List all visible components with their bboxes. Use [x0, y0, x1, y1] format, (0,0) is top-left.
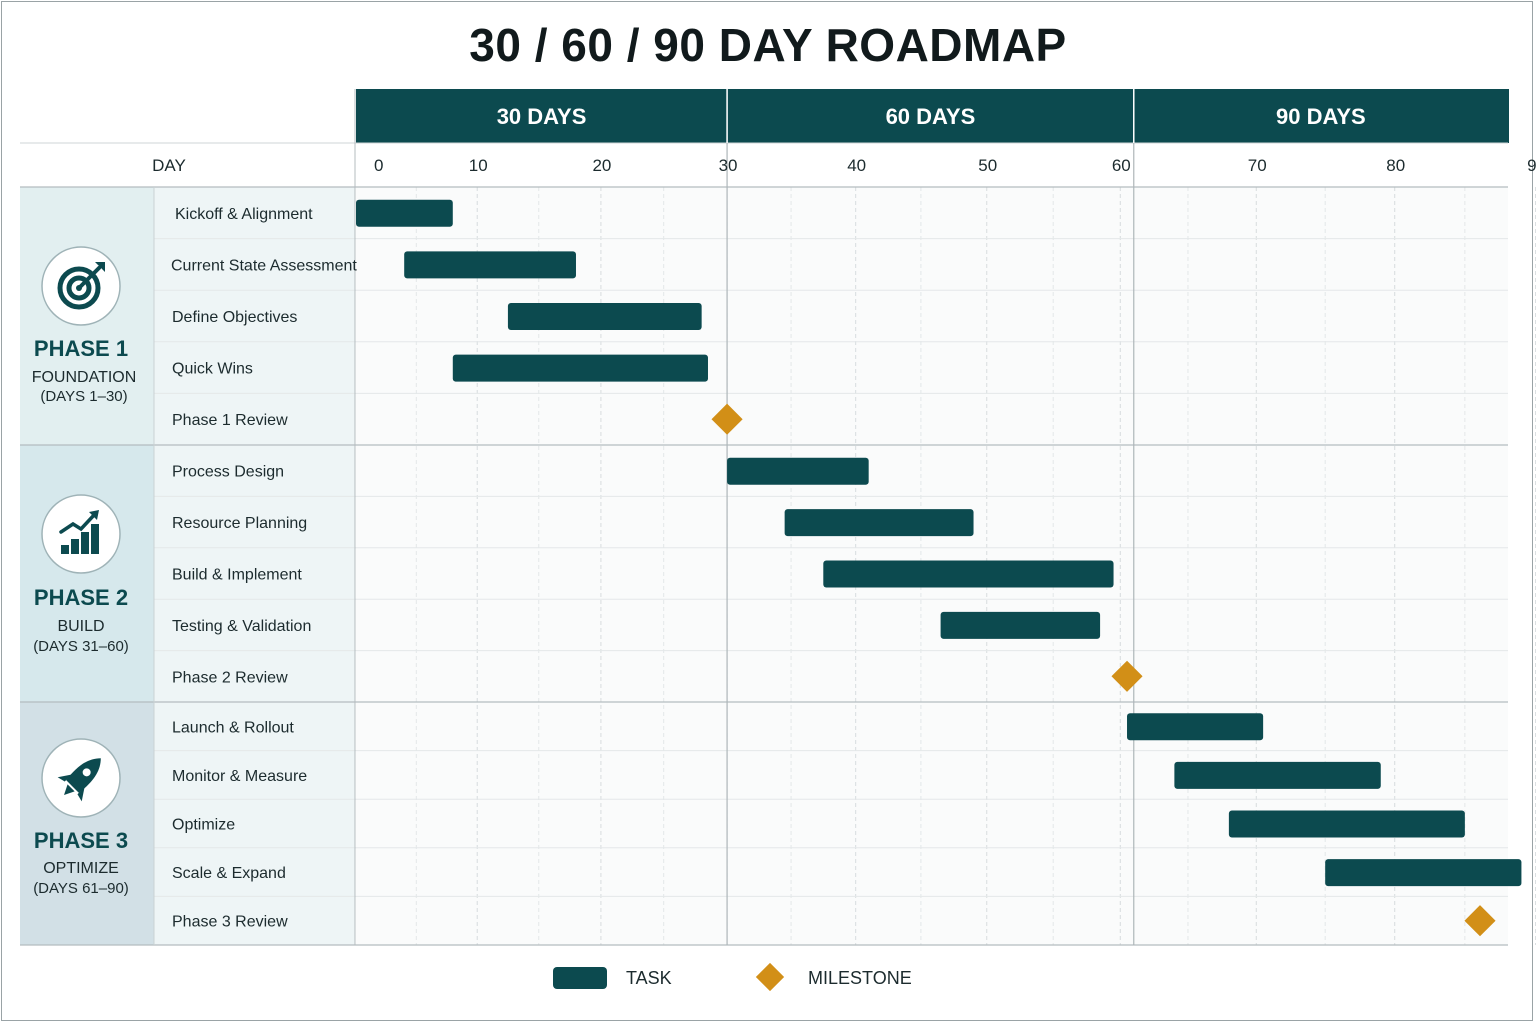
legend-task-label: TASK	[626, 968, 672, 988]
task-bar	[356, 199, 453, 227]
task-bar	[727, 457, 869, 485]
task-label-panel-bg	[154, 187, 355, 445]
x-tick-label: 50	[978, 156, 997, 175]
growth-bar	[81, 532, 89, 554]
task-bar	[404, 251, 576, 279]
growth-chart-icon	[41, 494, 121, 574]
task-label: Phase 2 Review	[172, 669, 288, 686]
task-label: Resource Planning	[172, 515, 307, 532]
task-label: Monitor & Measure	[172, 768, 307, 785]
rocket-fin-right	[77, 787, 85, 802]
task-label: Quick Wins	[172, 361, 253, 378]
target-icon	[41, 246, 121, 326]
task-label: Launch & Rollout	[172, 719, 294, 736]
period-header-label: 90 DAYS	[1276, 104, 1366, 129]
x-tick-label: 90	[1527, 156, 1536, 175]
growth-arrow	[59, 512, 97, 534]
rocket-icon	[41, 738, 121, 818]
milestone-marker	[711, 403, 743, 435]
task-bar	[1127, 713, 1264, 741]
target-arrow-head	[95, 262, 105, 272]
target-arrow	[77, 266, 101, 290]
task-label: Build & Implement	[172, 567, 302, 584]
x-tick-label: 80	[1386, 156, 1405, 175]
period-header-band	[356, 89, 1509, 143]
legend-milestone-label: MILESTONE	[808, 968, 912, 988]
task-label: Phase 3 Review	[172, 914, 288, 931]
phase-subtitle: BUILD	[57, 618, 104, 635]
task-bar	[940, 611, 1101, 639]
task-label: Phase 1 Review	[172, 412, 288, 429]
task-bar	[452, 354, 708, 382]
task-label: Define Objectives	[172, 309, 297, 326]
rocket-flame	[64, 784, 75, 795]
task-label: Kickoff & Alignment	[175, 206, 313, 223]
task-label: Testing & Validation	[172, 618, 311, 635]
x-tick-label: 0	[374, 156, 383, 175]
phase-title: PHASE 3	[34, 828, 128, 853]
task-bar	[507, 303, 702, 330]
task-bar	[784, 509, 974, 537]
rocket-fin-left	[57, 774, 72, 782]
task-bar	[823, 560, 1114, 588]
task-label-panel-bg	[154, 445, 355, 702]
task-label: Current State Assessment	[171, 257, 357, 274]
task-bar	[1228, 810, 1465, 838]
phase-panel-bg	[20, 702, 154, 945]
x-tick-label: 20	[592, 156, 611, 175]
legend: TASK MILESTONE	[0, 960, 1536, 1000]
phase-title: PHASE 1	[34, 336, 128, 361]
chart-title: 30 / 60 / 90 DAY ROADMAP	[469, 19, 1067, 71]
phase-panel-bg	[20, 445, 154, 702]
x-tick-label: 70	[1248, 156, 1267, 175]
task-label: Process Design	[172, 464, 284, 481]
x-tick-label: 30	[719, 156, 738, 175]
task-label: Scale & Expand	[172, 865, 286, 882]
legend-milestone-swatch	[755, 962, 785, 992]
target-ring-outer	[57, 266, 101, 310]
period-header-label: 30 DAYS	[497, 104, 587, 129]
phase-range: (DAYS 31–60)	[33, 638, 129, 655]
target-ring-inner	[66, 275, 92, 301]
rocket-window	[82, 768, 91, 777]
x-tick-label: 60	[1112, 156, 1131, 175]
legend-task-swatch	[553, 967, 607, 989]
task-label-panel-bg	[154, 702, 355, 945]
rocket-body	[66, 758, 101, 793]
phase-subtitle: FOUNDATION	[32, 369, 137, 386]
task-bar	[1174, 761, 1381, 789]
growth-bar	[71, 539, 79, 554]
phase-title: PHASE 2	[34, 585, 128, 610]
period-header-label: 60 DAYS	[886, 104, 976, 129]
phase-range: (DAYS 1–30)	[40, 388, 127, 405]
growth-bar	[91, 524, 99, 554]
rocket-shape	[57, 758, 101, 802]
growth-arrow-head	[89, 510, 99, 520]
x-tick-label: 40	[847, 156, 866, 175]
phase-range: (DAYS 61–90)	[33, 880, 129, 897]
x-tick-label: 10	[469, 156, 488, 175]
task-label: Optimize	[172, 817, 235, 834]
task-bar	[1325, 859, 1522, 887]
growth-bar	[61, 545, 69, 554]
day-axis-label: DAY	[152, 156, 186, 175]
phase-subtitle: OPTIMIZE	[43, 860, 119, 877]
